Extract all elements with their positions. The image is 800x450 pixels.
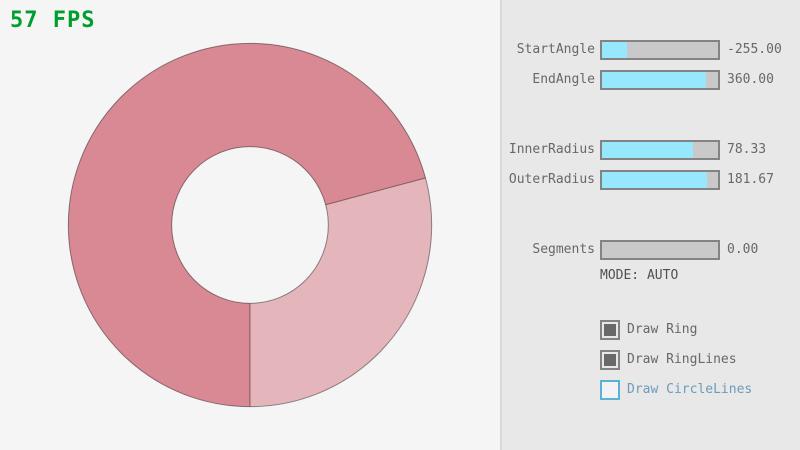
startangle-slider-fill bbox=[602, 42, 628, 58]
draw-ring-checkbox[interactable] bbox=[600, 320, 620, 340]
panel-divider bbox=[500, 0, 502, 450]
endangle-slider[interactable] bbox=[600, 70, 720, 90]
ring-sector-dark bbox=[68, 43, 426, 407]
segments-label: Segments bbox=[532, 242, 595, 257]
draw-circlelines-checkbox[interactable] bbox=[600, 380, 620, 400]
slider-row-endangle: EndAngle 360.00 bbox=[0, 70, 800, 90]
endangle-slider-fill bbox=[602, 72, 707, 88]
outerradius-slider[interactable] bbox=[600, 170, 720, 190]
draw-ring-checkmark bbox=[604, 324, 616, 336]
innerradius-slider-fill bbox=[602, 142, 693, 158]
outerradius-label: OuterRadius bbox=[508, 172, 595, 187]
fps-counter: 57 FPS bbox=[10, 8, 96, 33]
ring-inner-line bbox=[171, 146, 329, 304]
endangle-value: 360.00 bbox=[727, 72, 774, 87]
startangle-slider[interactable] bbox=[600, 40, 720, 60]
innerradius-value: 78.33 bbox=[727, 142, 767, 157]
checkbox-row-draw-ringlines: Draw RingLines bbox=[0, 350, 800, 370]
ring-outer-line bbox=[67, 42, 433, 408]
segments-value: 0.00 bbox=[727, 242, 759, 257]
segments-slider[interactable] bbox=[600, 240, 720, 260]
slider-row-startangle: StartAngle -255.00 bbox=[0, 40, 800, 60]
segments-mode-text: MODE: AUTO bbox=[600, 268, 679, 283]
draw-circlelines-label: Draw CircleLines bbox=[627, 382, 753, 397]
endangle-label: EndAngle bbox=[532, 72, 595, 87]
outerradius-value: 181.67 bbox=[727, 172, 774, 187]
draw-ringlines-checkbox[interactable] bbox=[600, 350, 620, 370]
checkbox-row-draw-circlelines: Draw CircleLines bbox=[0, 380, 800, 400]
checkbox-row-draw-ring: Draw Ring bbox=[0, 320, 800, 340]
draw-ring-label: Draw Ring bbox=[627, 322, 698, 337]
startangle-label: StartAngle bbox=[516, 42, 595, 57]
slider-row-innerradius: InnerRadius 78.33 bbox=[0, 140, 800, 160]
innerradius-slider[interactable] bbox=[600, 140, 720, 160]
innerradius-label: InnerRadius bbox=[508, 142, 595, 157]
draw-ringlines-label: Draw RingLines bbox=[627, 352, 737, 367]
ring-cap-line-start bbox=[325, 177, 426, 206]
startangle-value: -255.00 bbox=[727, 42, 782, 57]
draw-ringlines-checkmark bbox=[604, 354, 616, 366]
outerradius-slider-fill bbox=[602, 172, 708, 188]
slider-row-segments: Segments 0.00 bbox=[0, 240, 800, 260]
slider-row-outerradius: OuterRadius 181.67 bbox=[0, 170, 800, 190]
ring-canvas: 57 FPS bbox=[10, 8, 433, 408]
